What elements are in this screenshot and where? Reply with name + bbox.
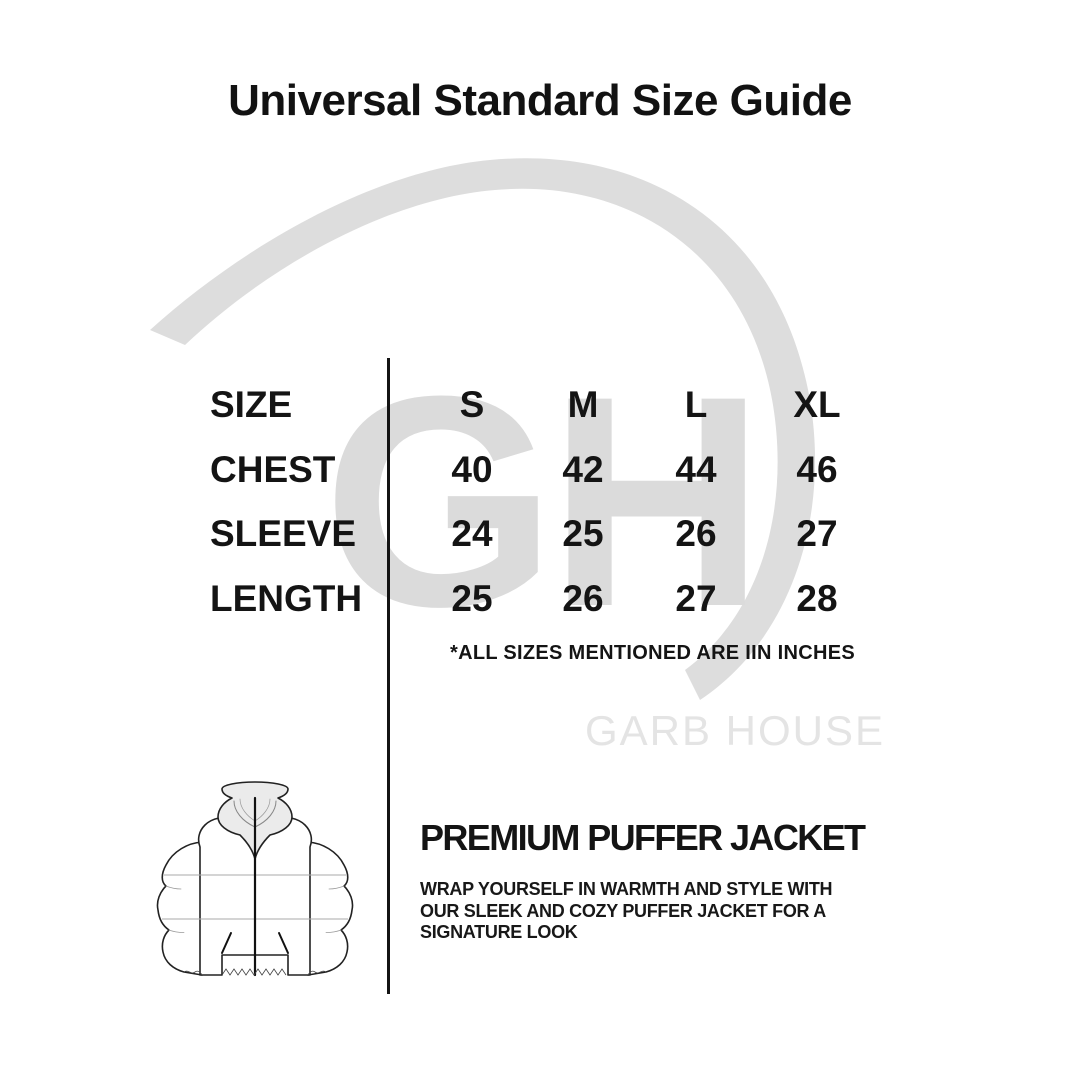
svg-text:GARB HOUSE: GARB HOUSE — [585, 707, 885, 754]
